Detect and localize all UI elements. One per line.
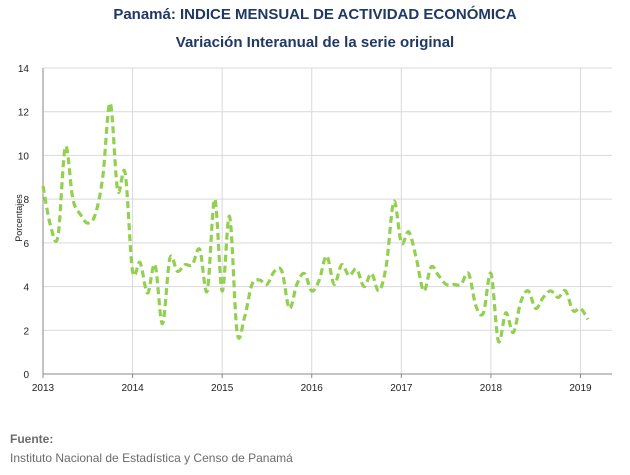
source-text: Instituto Nacional de Estadística y Cens… xyxy=(10,451,293,465)
x-tick-label: 2016 xyxy=(301,383,324,394)
source-label: Fuente: xyxy=(10,432,54,446)
y-tick-label: 14 xyxy=(18,64,30,75)
y-tick-label: 4 xyxy=(23,283,29,294)
y-tick-label: 12 xyxy=(18,108,30,119)
chart-subtitle: Variación Interanual de la serie origina… xyxy=(175,34,455,51)
x-tick-label: 2017 xyxy=(390,383,413,394)
y-axis-label: Porcentajes xyxy=(14,194,24,242)
y-tick-label: 0 xyxy=(23,370,29,381)
x-tick-label: 2019 xyxy=(569,383,592,394)
x-tick-label: 2013 xyxy=(32,383,55,394)
x-tick-label: 2018 xyxy=(480,383,503,394)
y-tick-label: 2 xyxy=(23,326,29,337)
y-tick-label: 6 xyxy=(23,239,29,250)
chart-title: Panamá: INDICE MENSUAL DE ACTIVIDAD ECON… xyxy=(113,6,517,23)
x-tick-label: 2014 xyxy=(121,383,144,394)
y-tick-label: 8 xyxy=(23,195,29,206)
series-line xyxy=(41,101,590,344)
x-tick-label: 2015 xyxy=(211,383,234,394)
y-tick-label: 10 xyxy=(18,151,30,162)
line-chart: 0 2 4 6 8 10 12 14 2013 2014 2015 2016 2017 2018 2019 xyxy=(18,64,612,394)
